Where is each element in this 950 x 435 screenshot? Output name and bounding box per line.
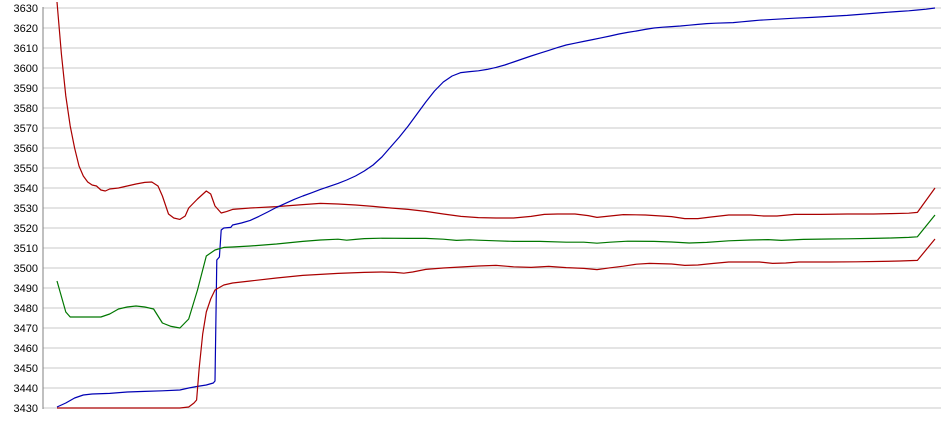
y-tick-label: 3600 [14, 63, 38, 75]
y-tick-label: 3500 [14, 263, 38, 275]
y-tick-label: 3470 [14, 323, 38, 335]
series-blue [56, 7, 936, 408]
y-tick-label: 3450 [14, 363, 38, 375]
y-tick-label: 3430 [14, 403, 38, 415]
y-tick-label: 3570 [14, 123, 38, 135]
series-red-upper [56, 1, 936, 220]
y-tick-label: 3610 [14, 43, 38, 55]
y-tick-label: 3520 [14, 223, 38, 235]
y-tick-label: 3460 [14, 343, 38, 355]
series-red-lower [57, 238, 936, 409]
y-tick-label: 3550 [14, 163, 38, 175]
y-tick-label: 3510 [14, 243, 38, 255]
y-tick-label: 3490 [14, 283, 38, 295]
y-tick-label: 3540 [14, 183, 38, 195]
y-tick-label: 3590 [14, 83, 38, 95]
y-tick-label: 3480 [14, 303, 38, 315]
series-green [56, 214, 936, 329]
y-tick-label: 3440 [14, 383, 38, 395]
y-tick-label: 3560 [14, 143, 38, 155]
y-tick-label: 3580 [14, 103, 38, 115]
y-tick-label: 3620 [14, 23, 38, 35]
y-tick-label: 3630 [14, 3, 38, 15]
y-tick-label: 3530 [14, 203, 38, 215]
